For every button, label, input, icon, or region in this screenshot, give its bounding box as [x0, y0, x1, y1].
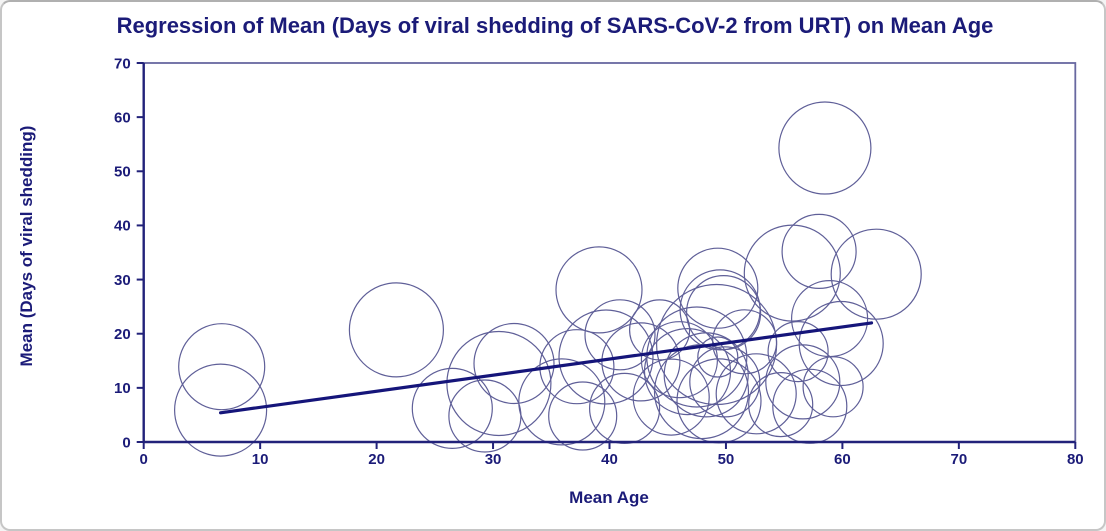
y-tick-label: 70: [114, 55, 131, 72]
bubble: [558, 309, 654, 405]
bubble: [685, 275, 762, 351]
y-tick-label: 60: [114, 109, 131, 126]
x-tick-label: 60: [834, 451, 851, 468]
bubble: [348, 282, 444, 378]
bubble: [473, 322, 555, 405]
bubble: [711, 309, 778, 375]
bubble: [646, 306, 748, 408]
bubble: [588, 372, 661, 444]
regression-line: [219, 321, 874, 415]
bubble: [411, 367, 493, 449]
x-tick-label: 40: [601, 451, 618, 468]
bubble: [178, 323, 266, 411]
x-tick-label: 50: [718, 451, 735, 468]
y-tick-label: 30: [114, 272, 131, 289]
bubble: [830, 228, 922, 320]
chart-title: Regression of Mean (Days of viral sheddi…: [116, 13, 994, 38]
y-tick-label: 20: [114, 326, 131, 343]
bubble: [767, 321, 829, 383]
bubble: [772, 368, 848, 444]
x-tick-label: 30: [485, 451, 502, 468]
x-tick-label: 0: [140, 451, 148, 468]
y-tick-label: 0: [122, 434, 130, 451]
bubble: [632, 358, 710, 436]
bubble: [518, 358, 606, 446]
bubble: [555, 246, 643, 334]
bubble: [748, 372, 814, 438]
bubble: [601, 322, 681, 402]
bubble: [539, 329, 615, 405]
bubble: [677, 247, 759, 329]
y-tick-label: 10: [114, 380, 131, 397]
bubble: [778, 101, 872, 195]
y-tick-label: 50: [114, 164, 131, 181]
bubble: [802, 356, 864, 418]
x-tick-label: 80: [1067, 451, 1084, 468]
bubble: [743, 224, 841, 322]
x-tick-label: 10: [252, 451, 269, 468]
bubble: [697, 336, 739, 378]
bubble: [689, 346, 761, 418]
x-axis-title: Mean Age: [569, 488, 649, 507]
bubble: [643, 328, 732, 416]
bubble: [174, 363, 268, 457]
bubble: [628, 299, 691, 361]
bubble: [798, 300, 884, 387]
bubble: [781, 213, 857, 289]
x-tick-label: 20: [368, 451, 385, 468]
bubble: [548, 381, 618, 451]
bubble: [715, 353, 797, 435]
x-tick-label: 70: [951, 451, 968, 468]
bubble: [653, 344, 750, 440]
bubble: [446, 330, 552, 437]
bubble: [584, 299, 656, 371]
y-axis-title: Mean (Days of viral shedding): [17, 125, 36, 367]
y-tick-label: 40: [114, 218, 131, 235]
bubble: [790, 280, 869, 358]
